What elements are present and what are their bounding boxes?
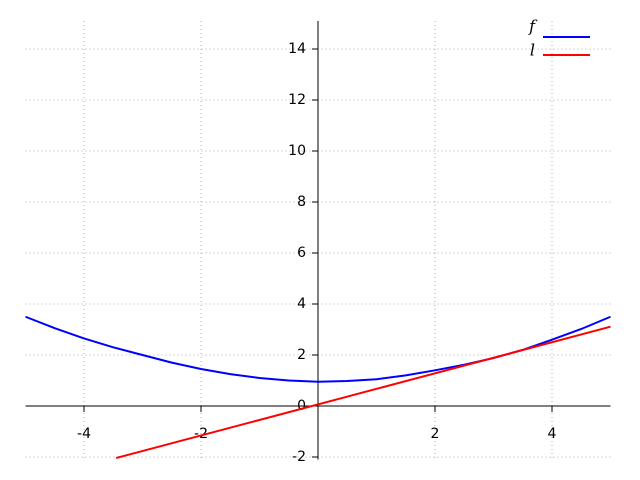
y-tick-label: 10	[288, 143, 306, 159]
x-tick-label: -4	[77, 426, 91, 442]
y-tick-label: 4	[297, 296, 306, 312]
y-tick-label: 14	[288, 41, 306, 57]
legend-label: f	[528, 17, 538, 36]
y-tick-label: 12	[288, 92, 306, 108]
y-tick-label: -2	[292, 449, 306, 465]
y-tick-label: 2	[297, 347, 306, 363]
y-tick-label: 6	[297, 245, 306, 261]
y-tick-label: 8	[297, 194, 306, 210]
x-tick-label: 4	[548, 426, 557, 442]
x-tick-label: -2	[194, 426, 208, 442]
legend-label: l	[530, 41, 535, 60]
x-tick-label: 2	[431, 426, 440, 442]
line-series	[115, 325, 611, 459]
